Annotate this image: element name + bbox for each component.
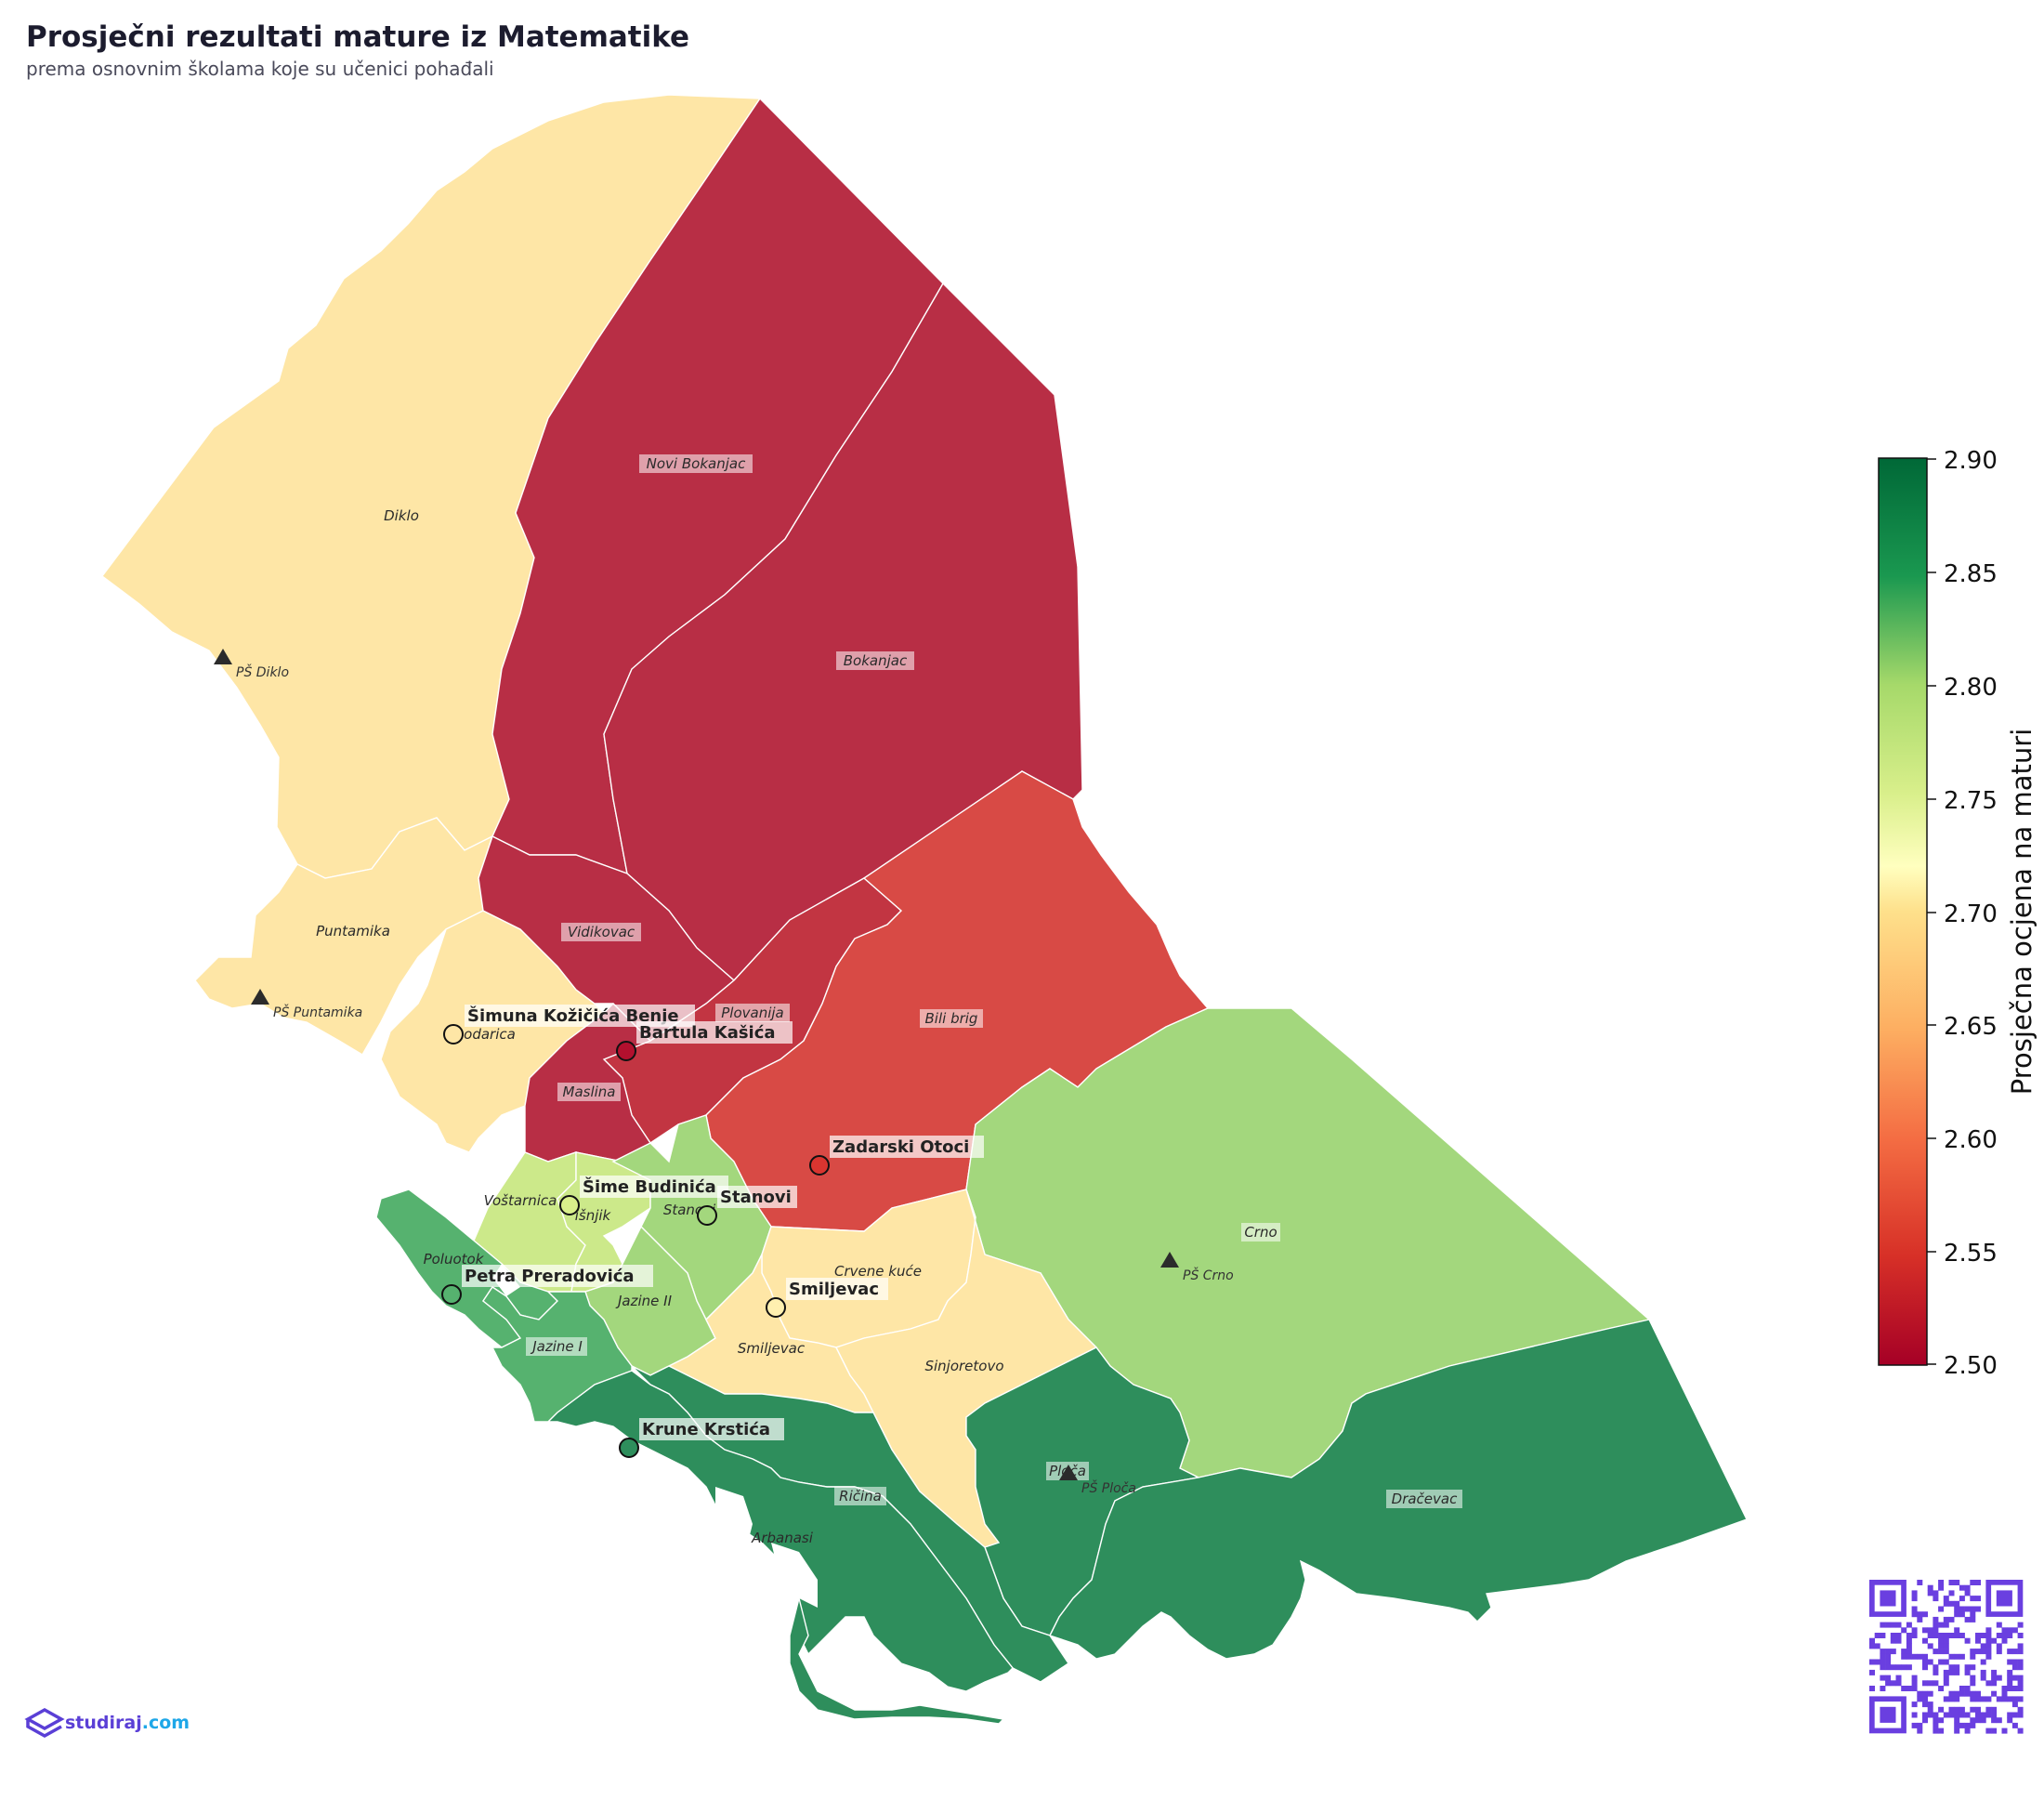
colorbar: 2.90 2.85 2.80 2.75 2.70 2.65 2.60 2.55 … — [1878, 447, 2037, 1380]
label-crvene-kuce: Crvene kuće — [834, 1263, 922, 1280]
school-label-simuna-kozicica-benje: Šimuna Kožičića Benje — [467, 1005, 679, 1026]
coastline-cutouts — [492, 1264, 818, 1608]
branch-school-crno-label: PŠ Crno — [1183, 1267, 1234, 1283]
label-bg-ricina — [834, 1487, 886, 1505]
school-label-bg-bartula-kasica — [636, 1021, 793, 1044]
label-ricina: Ričina — [839, 1488, 882, 1504]
label-dracevac: Dračevac — [1392, 1491, 1458, 1507]
label-bg-bokanjac — [836, 651, 914, 670]
label-bg-crno — [1241, 1223, 1280, 1242]
label-novi-bokanjac: Novi Bokanjac — [647, 455, 746, 472]
label-jazine-ii: Jazine II — [615, 1293, 673, 1309]
school-marker-bartula-kasica[interactable] — [616, 1041, 636, 1061]
label-jazine-i: Jazine I — [530, 1338, 583, 1355]
branch-school-ploca-label: PŠ Ploča — [1081, 1479, 1136, 1496]
school-label-bg-sime-budinica — [580, 1176, 728, 1198]
branch-school-diklo-label: PŠ Diklo — [236, 663, 289, 680]
school-label-krune-krstica: Krune Krstića — [642, 1420, 770, 1439]
school-label-bg-stanovi — [717, 1186, 797, 1208]
colorbar-tick-label: 2.80 — [1944, 674, 1998, 702]
label-diklo: Diklo — [384, 507, 419, 524]
label-visnjik: išnjik — [575, 1207, 612, 1224]
school-marker-stanovi[interactable] — [697, 1205, 717, 1226]
school-label-stanovi: Stanovi — [720, 1188, 792, 1207]
label-bg-plovanija — [715, 1004, 790, 1022]
label-puntamika: Puntamika — [316, 923, 390, 939]
colorbar-tick-label: 2.85 — [1944, 560, 1998, 588]
district-arbanasi-coast — [789, 1597, 1005, 1725]
school-marker-sime-budinica[interactable] — [559, 1195, 580, 1215]
school-label-smiljevac: Smiljevac — [789, 1280, 879, 1299]
label-plovanija: Plovanija — [721, 1005, 784, 1021]
branch-school-ploca-marker[interactable] — [1059, 1465, 1078, 1480]
colorbar-tick-label: 2.60 — [1944, 1126, 1998, 1154]
colorbar-ticks: 2.90 2.85 2.80 2.75 2.70 2.65 2.60 2.55 … — [1927, 447, 1998, 1380]
label-maslina: Maslina — [563, 1084, 616, 1100]
school-label-sime-budinica: Šime Budinića — [583, 1176, 716, 1197]
school-marker-zadarski-otoci[interactable] — [809, 1155, 830, 1176]
label-vidikovac: Vidikovac — [568, 924, 635, 940]
district-puntamika[interactable] — [194, 817, 494, 1056]
label-brodarica: odarica — [464, 1026, 516, 1043]
colorbar-tick-label: 2.90 — [1944, 447, 1998, 475]
colorbar-gradient — [1878, 457, 1928, 1366]
school-marker-simuna-kozicica-benje[interactable] — [443, 1024, 464, 1044]
label-crno: Crno — [1244, 1224, 1277, 1241]
colorbar-title: Prosječna ocjena na maturi — [2006, 729, 2037, 1095]
qr-code-icon[interactable] — [1869, 1580, 2024, 1734]
branch-school-crno-marker[interactable] — [1160, 1252, 1179, 1268]
branch-school-diklo-marker[interactable] — [214, 649, 232, 664]
school-label-petra-preradovica: Petra Preradovića — [465, 1267, 635, 1286]
label-smiljevac: Smiljevac — [738, 1340, 806, 1357]
school-label-bg-krune-krstica — [639, 1418, 784, 1440]
label-bokanjac: Bokanjac — [844, 652, 908, 669]
label-vostarnica: Voštarnica — [484, 1192, 557, 1209]
label-bg-dracevac — [1386, 1490, 1462, 1508]
colorbar-tick-label: 2.65 — [1944, 1013, 1998, 1041]
branch-school-puntamika-label: PŠ Puntamika — [273, 1004, 362, 1020]
colorbar-tick-label: 2.55 — [1944, 1240, 1998, 1268]
label-bg-maslina — [557, 1083, 621, 1101]
district-labels: Diklo Novi Bokanjac Bokanjac Puntamika V… — [316, 454, 1462, 1546]
label-bili-brig: Bili brig — [925, 1010, 978, 1027]
label-poluotok: Poluotok — [424, 1251, 485, 1268]
page-title: Prosječni rezultati mature iz Matematike — [26, 20, 690, 54]
districts-layer — [101, 94, 1748, 1725]
studiraj-logo[interactable]: studiraj.com — [24, 1707, 190, 1739]
school-marker-krune-krstica[interactable] — [619, 1438, 639, 1458]
school-label-bartula-kasica: Bartula Kašića — [639, 1023, 776, 1043]
label-bg-novi-bokanjac — [639, 454, 753, 473]
school-label-zadarski-otoci: Zadarski Otoci — [832, 1137, 969, 1157]
colorbar-tick-label: 2.75 — [1944, 787, 1998, 815]
logo-brand: studiraj.com — [65, 1713, 190, 1733]
main-schools: Šimuna Kožičića Benje Bartula Kašića Zad… — [441, 1005, 984, 1458]
label-bg-vidikovac — [561, 923, 641, 941]
branch-school-puntamika-marker[interactable] — [251, 989, 269, 1005]
colorbar-tick-label: 2.70 — [1944, 900, 1998, 928]
school-marker-smiljevac[interactable] — [766, 1297, 786, 1318]
school-marker-petra-preradovica[interactable] — [441, 1284, 462, 1305]
page-subtitle: prema osnovnim školama koje su učenici p… — [26, 58, 494, 80]
school-label-bg-smiljevac — [786, 1278, 888, 1300]
label-bg-jazine-i — [526, 1337, 587, 1356]
branch-schools: PŠ Diklo PŠ Puntamika PŠ Crno PŠ Ploča — [214, 649, 1234, 1496]
graduation-cap-icon — [24, 1707, 65, 1739]
school-label-bg-zadarski-otoci — [830, 1136, 984, 1158]
school-label-bg-petra-preradovica — [462, 1265, 653, 1287]
label-bg-bili-brig — [920, 1009, 983, 1028]
label-arbanasi: Arbanasi — [751, 1530, 814, 1546]
label-sinjoretovo: Sinjoretovo — [924, 1358, 1003, 1374]
colorbar-tick-label: 2.50 — [1944, 1352, 1998, 1380]
